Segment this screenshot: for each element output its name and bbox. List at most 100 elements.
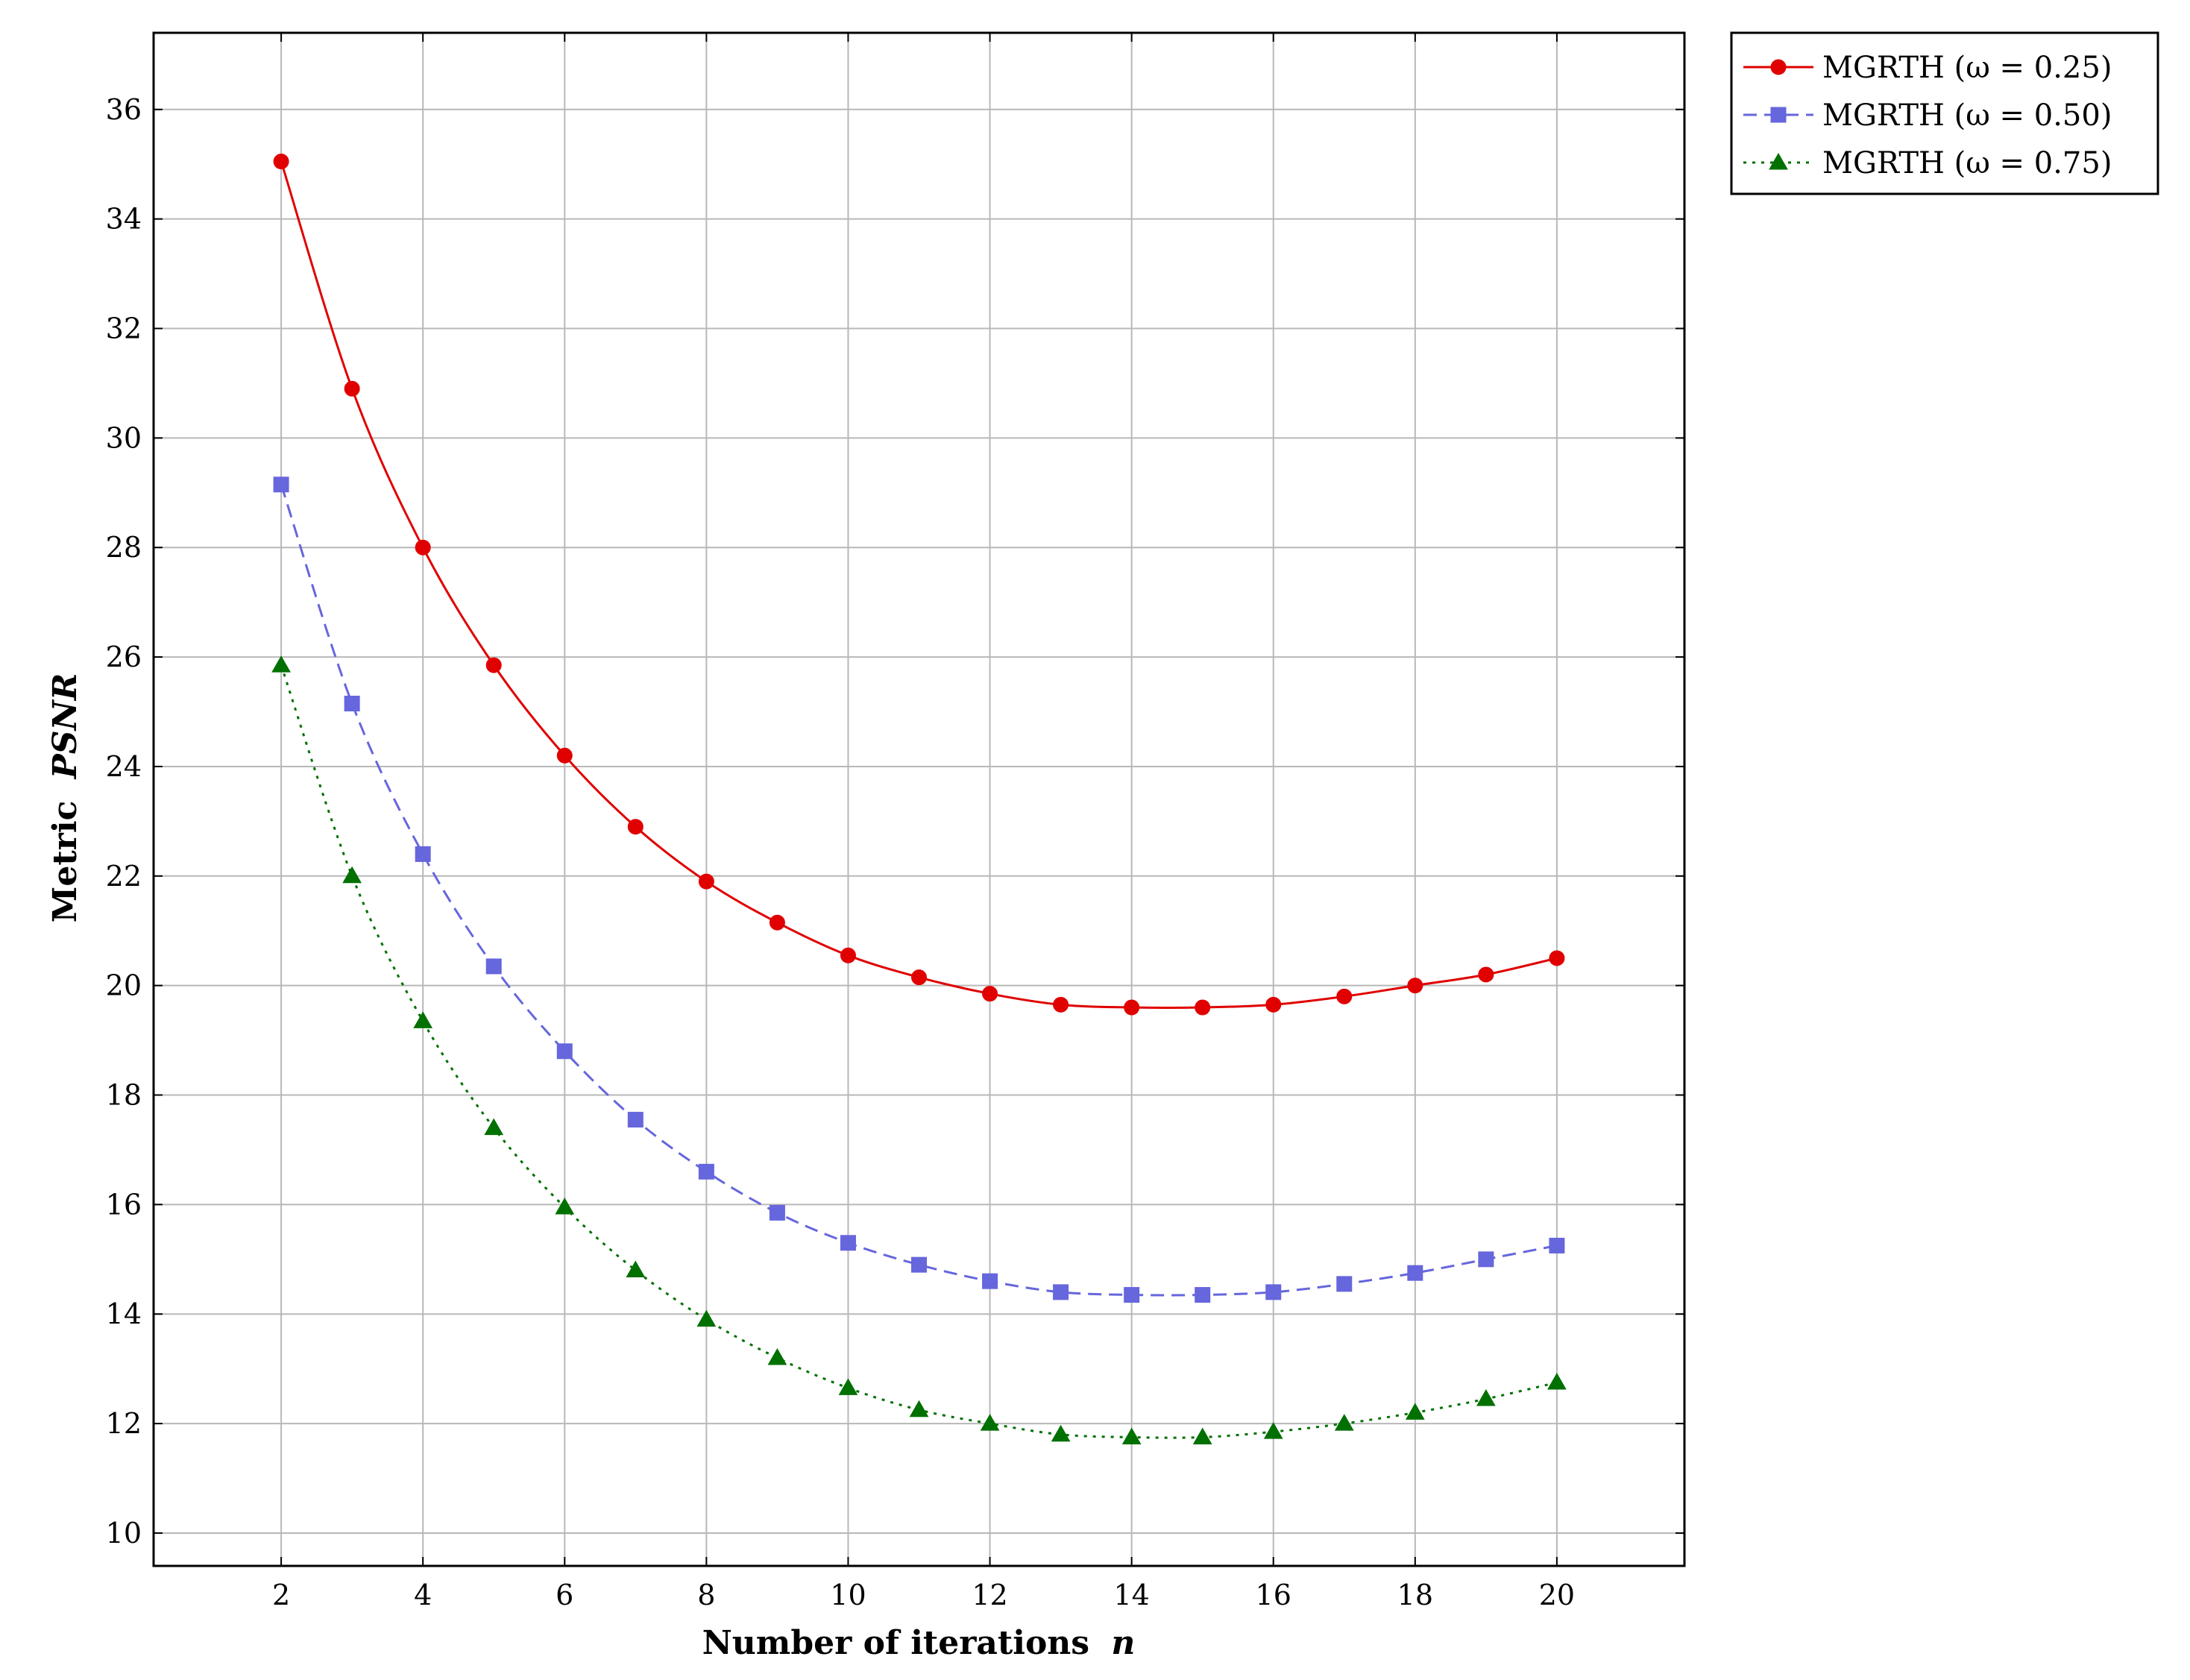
x-axis-title-text: Number of iterations xyxy=(702,1624,1090,1662)
legend-entry: MGRTH (ω = 0.25) xyxy=(1743,51,2112,85)
data-point-marker xyxy=(840,1235,856,1251)
series-line xyxy=(280,664,1558,1439)
y-tick-label: 18 xyxy=(106,1079,142,1112)
data-point-marker xyxy=(1478,1251,1494,1268)
data-point-marker xyxy=(1121,1427,1142,1444)
data-point-marker xyxy=(415,846,431,862)
y-axis-title: Metric PSNR xyxy=(46,673,84,923)
data-point-marker xyxy=(1405,1403,1425,1420)
data-point-marker xyxy=(1549,950,1565,966)
data-point-marker xyxy=(1053,996,1069,1013)
data-point-marker xyxy=(909,1400,929,1418)
data-point-marker xyxy=(1195,1287,1211,1303)
data-point-marker xyxy=(1478,966,1494,983)
x-tick-label: 12 xyxy=(972,1579,1007,1611)
data-point-marker xyxy=(556,1043,573,1060)
data-point-marker xyxy=(1263,1422,1283,1439)
y-axis-tick-labels: 10 12 14 16 18 20 22 24 26 28 30 32 34 36 xyxy=(106,93,142,1550)
data-point-marker xyxy=(1336,1276,1353,1292)
data-point-marker xyxy=(556,747,573,764)
data-point-marker xyxy=(627,819,644,835)
legend-entry: MGRTH (ω = 0.75) xyxy=(1743,146,2112,180)
y-tick-label: 14 xyxy=(106,1297,142,1330)
legend-marker-sample xyxy=(1770,107,1787,123)
data-point-marker xyxy=(769,914,785,931)
x-tick-label: 20 xyxy=(1539,1579,1575,1611)
data-point-marker xyxy=(911,969,927,986)
data-point-marker xyxy=(1407,978,1423,994)
legend: MGRTH (ω = 0.25) MGRTH (ω = 0.50) MGRTH (ω… xyxy=(1730,31,2159,195)
data-point-marker xyxy=(415,539,431,556)
legend-label: MGRTH (ω = 0.50) xyxy=(1822,98,2112,133)
data-point-marker xyxy=(344,696,360,711)
data-point-marker xyxy=(413,1011,433,1028)
data-point-marker xyxy=(1547,1373,1567,1390)
data-point-marker xyxy=(1265,996,1282,1013)
legend-box xyxy=(1730,31,2159,195)
legend-label: MGRTH (ω = 0.25) xyxy=(1822,51,2112,85)
y-axis-title-variable: PSNR xyxy=(46,673,84,781)
data-point-marker xyxy=(485,657,502,673)
y-tick-label: 34 xyxy=(106,203,142,236)
data-point-marker xyxy=(344,380,360,397)
data-point-marker xyxy=(911,1256,927,1273)
data-point-marker xyxy=(1549,1237,1565,1253)
y-tick-label: 12 xyxy=(106,1407,142,1440)
data-point-marker xyxy=(342,866,362,884)
x-tick-label: 14 xyxy=(1113,1579,1149,1611)
y-tick-label: 30 xyxy=(106,421,142,454)
plot-area-frame xyxy=(152,31,1686,1567)
data-point-marker xyxy=(627,1112,644,1128)
series-2 xyxy=(273,476,1565,1303)
data-point-marker xyxy=(1192,1427,1212,1444)
data-point-marker xyxy=(273,476,289,493)
x-tick-label: 10 xyxy=(830,1579,866,1611)
y-tick-label: 22 xyxy=(106,860,142,893)
series-line xyxy=(280,161,1558,1009)
data-point-marker xyxy=(767,1347,787,1365)
data-point-marker xyxy=(696,1309,717,1327)
y-tick-label: 36 xyxy=(106,93,142,126)
legend-entry: MGRTH (ω = 0.50) xyxy=(1743,98,2112,133)
y-tick-label: 28 xyxy=(106,531,142,564)
y-tick-label: 24 xyxy=(106,750,142,783)
data-point-marker xyxy=(271,655,291,673)
data-point-marker xyxy=(698,873,714,890)
x-axis-title: Number of iterations n xyxy=(702,1624,1136,1662)
x-tick-label: 2 xyxy=(272,1579,290,1611)
data-point-marker xyxy=(982,986,998,1002)
series-layer xyxy=(271,154,1567,1444)
x-axis-title-variable: n xyxy=(1111,1624,1135,1662)
data-point-marker xyxy=(1265,1284,1282,1300)
x-tick-label: 4 xyxy=(414,1579,432,1611)
data-point-marker xyxy=(1053,1284,1069,1300)
x-tick-label: 8 xyxy=(697,1579,715,1611)
series-3 xyxy=(271,655,1567,1444)
legend-label: MGRTH (ω = 0.75) xyxy=(1822,146,2112,180)
x-tick-label: 6 xyxy=(556,1579,573,1611)
y-tick-label: 20 xyxy=(106,969,142,1002)
series-1 xyxy=(273,154,1565,1016)
y-axis-title-text: Metric xyxy=(46,801,84,923)
data-point-marker xyxy=(1195,999,1211,1016)
data-point-marker xyxy=(769,1204,785,1221)
data-point-marker xyxy=(1336,988,1353,1004)
data-point-marker xyxy=(484,1118,504,1136)
data-point-marker xyxy=(485,958,502,975)
data-point-marker xyxy=(1476,1389,1496,1406)
data-point-marker xyxy=(1051,1424,1071,1442)
y-tick-label: 16 xyxy=(106,1188,142,1221)
legend-marker-sample xyxy=(1770,59,1787,75)
y-tick-label: 10 xyxy=(106,1517,142,1550)
axis-ticks xyxy=(154,33,1684,1566)
data-point-marker xyxy=(982,1273,998,1289)
x-tick-label: 16 xyxy=(1256,1579,1291,1611)
data-point-marker xyxy=(1407,1265,1423,1281)
x-axis-tick-labels: 2 4 6 8 10 12 14 16 18 20 xyxy=(272,1579,1575,1611)
data-point-marker xyxy=(1124,999,1140,1016)
data-point-marker xyxy=(980,1414,1000,1431)
grid-lines xyxy=(154,33,1684,1566)
data-point-marker xyxy=(838,1378,858,1395)
data-point-marker xyxy=(698,1163,714,1180)
